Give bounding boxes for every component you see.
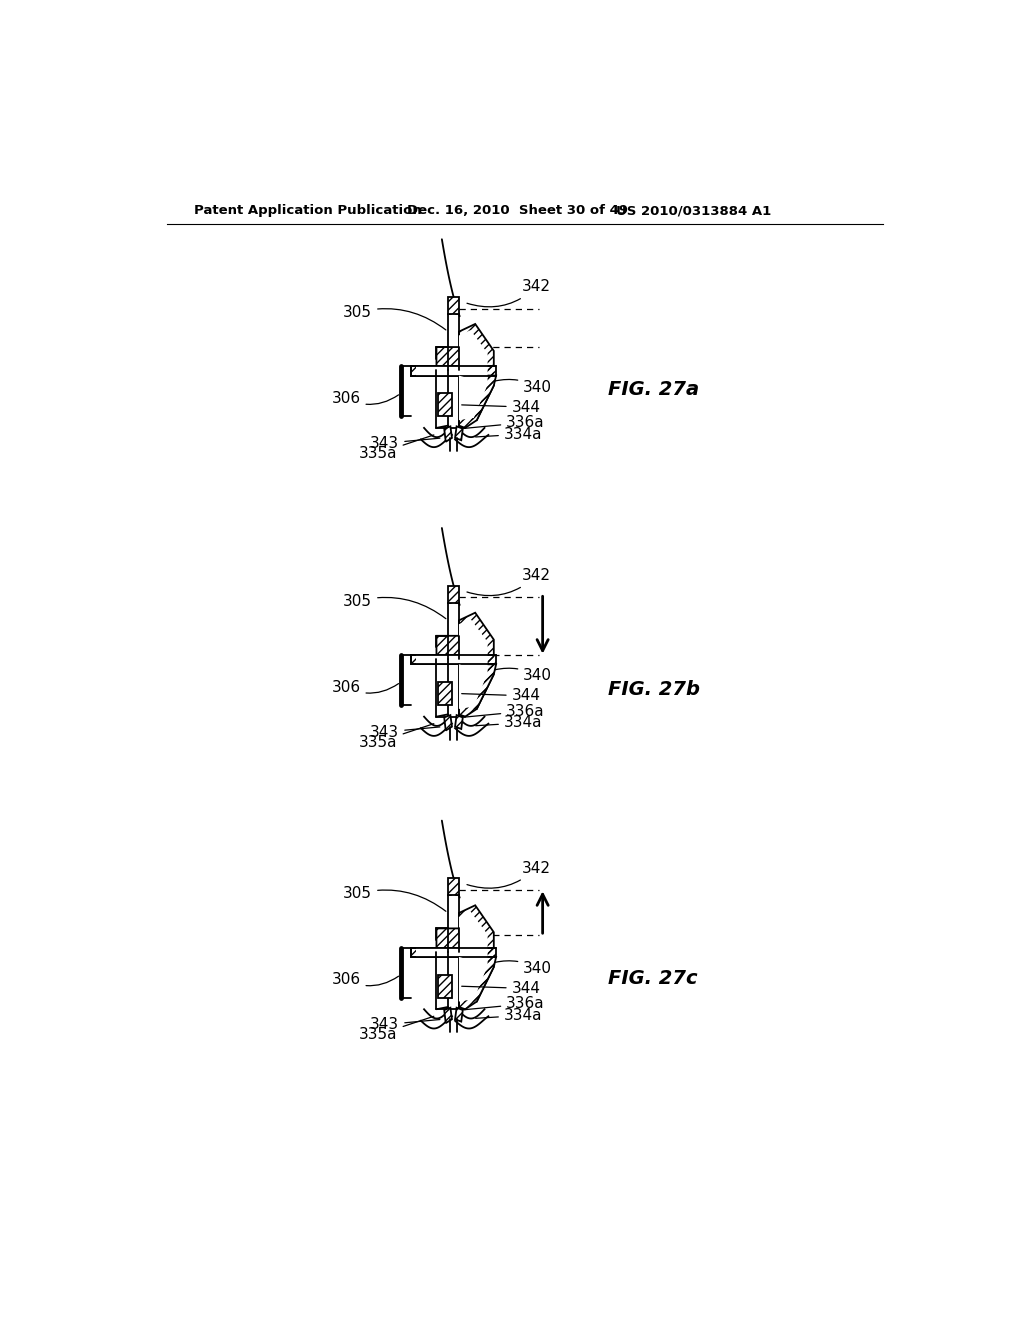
Bar	[459, 339, 467, 351]
Text: 343: 343	[370, 436, 440, 451]
Bar	[411, 655, 496, 664]
Text: FIG. 27c: FIG. 27c	[608, 969, 698, 987]
Text: Patent Application Publication: Patent Application Publication	[194, 205, 422, 218]
Text: 306: 306	[332, 391, 398, 407]
Text: 305: 305	[343, 305, 445, 330]
Text: 335a: 335a	[359, 434, 434, 461]
Text: 342: 342	[467, 568, 551, 595]
Bar	[411, 655, 496, 664]
Text: 343: 343	[370, 1018, 440, 1032]
Text: 342: 342	[467, 861, 551, 888]
Bar	[459, 628, 467, 640]
Polygon shape	[459, 619, 487, 706]
Bar	[438, 974, 452, 998]
Text: 334a: 334a	[476, 1008, 543, 1023]
Bar	[449, 586, 459, 603]
Text: Dec. 16, 2010  Sheet 30 of 49: Dec. 16, 2010 Sheet 30 of 49	[407, 205, 628, 218]
Text: 306: 306	[332, 973, 398, 987]
Polygon shape	[459, 957, 487, 1002]
Text: 336a: 336a	[464, 704, 545, 719]
Text: FIG. 27a: FIG. 27a	[608, 380, 699, 399]
Polygon shape	[459, 330, 487, 418]
Text: 344: 344	[462, 400, 541, 414]
Bar	[411, 367, 496, 376]
Polygon shape	[459, 376, 487, 420]
Bar	[459, 921, 467, 932]
Text: 340: 340	[495, 379, 552, 395]
Polygon shape	[455, 715, 463, 729]
Text: 343: 343	[370, 725, 440, 739]
Text: 306: 306	[332, 680, 398, 694]
Text: 335a: 335a	[359, 1016, 434, 1043]
Bar	[438, 393, 452, 416]
Bar	[438, 682, 452, 705]
Polygon shape	[459, 664, 496, 717]
Polygon shape	[455, 426, 463, 441]
Polygon shape	[436, 612, 494, 709]
Bar	[449, 878, 459, 895]
Polygon shape	[459, 911, 487, 999]
Bar	[449, 297, 459, 314]
Text: 335a: 335a	[359, 723, 434, 750]
Polygon shape	[459, 376, 496, 428]
Text: FIG. 27b: FIG. 27b	[608, 680, 700, 700]
Text: US 2010/0313884 A1: US 2010/0313884 A1	[616, 205, 771, 218]
Polygon shape	[459, 664, 487, 709]
Bar	[449, 878, 459, 895]
Text: 344: 344	[462, 981, 541, 997]
Polygon shape	[444, 426, 452, 442]
Bar	[417, 948, 471, 957]
Polygon shape	[436, 906, 494, 1002]
Text: 336a: 336a	[464, 997, 545, 1011]
Bar	[449, 586, 459, 603]
Bar	[438, 393, 452, 416]
Text: 334a: 334a	[476, 426, 543, 442]
Bar	[449, 297, 459, 314]
Bar	[417, 367, 471, 376]
Text: 305: 305	[343, 886, 445, 911]
Text: 340: 340	[495, 668, 552, 684]
Bar	[411, 948, 496, 957]
Text: 334a: 334a	[476, 715, 543, 730]
Polygon shape	[444, 1007, 452, 1023]
Polygon shape	[436, 323, 494, 420]
Text: 305: 305	[343, 594, 445, 619]
Text: 344: 344	[462, 688, 541, 704]
Text: 336a: 336a	[464, 414, 545, 430]
Polygon shape	[459, 957, 496, 1010]
Bar	[417, 655, 471, 664]
Bar	[411, 367, 496, 376]
Text: 340: 340	[495, 961, 552, 975]
Polygon shape	[444, 715, 452, 730]
Bar	[411, 948, 496, 957]
Polygon shape	[455, 1007, 463, 1022]
Bar	[438, 682, 452, 705]
Text: 342: 342	[467, 280, 551, 306]
Bar	[438, 974, 452, 998]
